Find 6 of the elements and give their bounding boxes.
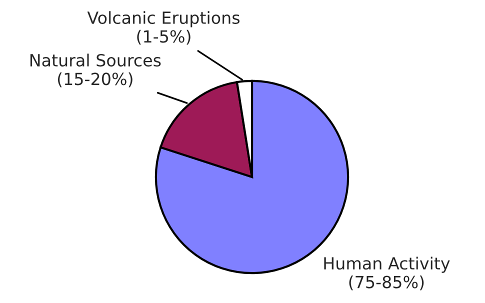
slice-label: Volcanic Eruptions — [87, 11, 240, 28]
slice-label: Human Activity — [324, 256, 450, 273]
text: (1-5%) — [137, 30, 190, 45]
legend-label: Natural Sources — [30, 54, 161, 67]
text: (75-85%) — [349, 275, 424, 290]
text: (15-20%) — [58, 72, 132, 88]
